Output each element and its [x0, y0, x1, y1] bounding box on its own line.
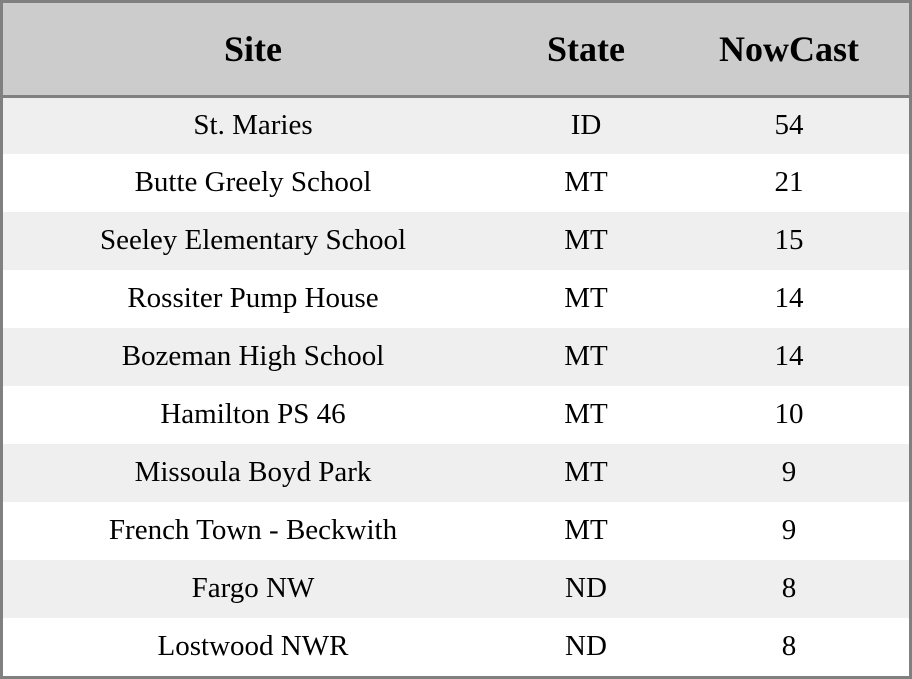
- cell-nowcast: 9: [781, 456, 797, 489]
- table-header: Site State NowCast: [3, 3, 909, 98]
- table-row: Hamilton PS 46 MT 10: [3, 386, 909, 444]
- column-header-site: Site: [3, 3, 503, 98]
- table-body: St. Maries ID 54 Butte Greely School MT …: [3, 96, 909, 676]
- cell-state: MT: [564, 224, 608, 257]
- cell-state: MT: [564, 398, 608, 431]
- cell-nowcast: 10: [774, 398, 804, 431]
- table-row: Lostwood NWR ND 8: [3, 618, 909, 676]
- column-header-state: State: [503, 3, 669, 98]
- cell-site: French Town - Beckwith: [108, 514, 398, 547]
- cell-state: ND: [565, 572, 607, 605]
- nowcast-table: Site State NowCast St. Maries ID 54 Butt…: [3, 3, 909, 676]
- cell-state: MT: [564, 514, 608, 547]
- cell-state: MT: [564, 282, 608, 315]
- cell-site: Rossiter Pump House: [127, 282, 379, 315]
- cell-state: ND: [565, 630, 607, 663]
- cell-nowcast: 8: [781, 630, 797, 663]
- cell-nowcast: 14: [774, 340, 804, 373]
- cell-site: Missoula Boyd Park: [134, 456, 372, 489]
- table-row: Missoula Boyd Park MT 9: [3, 444, 909, 502]
- table-row: Rossiter Pump House MT 14: [3, 270, 909, 328]
- table-row: Fargo NW ND 8: [3, 560, 909, 618]
- table-row: Butte Greely School MT 21: [3, 154, 909, 212]
- cell-nowcast: 54: [774, 108, 804, 141]
- cell-site: Bozeman High School: [121, 340, 385, 373]
- table-row: French Town - Beckwith MT 9: [3, 502, 909, 560]
- cell-state: MT: [564, 340, 608, 373]
- cell-site: Fargo NW: [191, 572, 315, 605]
- cell-nowcast: 9: [781, 514, 797, 547]
- cell-site: St. Maries: [193, 108, 313, 141]
- table-row: Seeley Elementary School MT 15: [3, 212, 909, 270]
- cell-nowcast: 14: [774, 282, 804, 315]
- cell-site: Seeley Elementary School: [99, 224, 406, 257]
- column-header-nowcast: NowCast: [669, 3, 909, 98]
- cell-site: Hamilton PS 46: [160, 398, 346, 431]
- cell-site: Lostwood NWR: [157, 630, 349, 663]
- cell-nowcast: 15: [774, 224, 804, 257]
- cell-state: MT: [564, 166, 608, 199]
- table-row: St. Maries ID 54: [3, 96, 909, 154]
- table-row: Bozeman High School MT 14: [3, 328, 909, 386]
- table-header-row: Site State NowCast: [3, 3, 909, 98]
- cell-nowcast: 21: [774, 166, 804, 199]
- cell-nowcast: 8: [781, 572, 797, 605]
- cell-state: MT: [564, 456, 608, 489]
- cell-site: Butte Greely School: [134, 166, 372, 199]
- cell-state: ID: [570, 108, 602, 141]
